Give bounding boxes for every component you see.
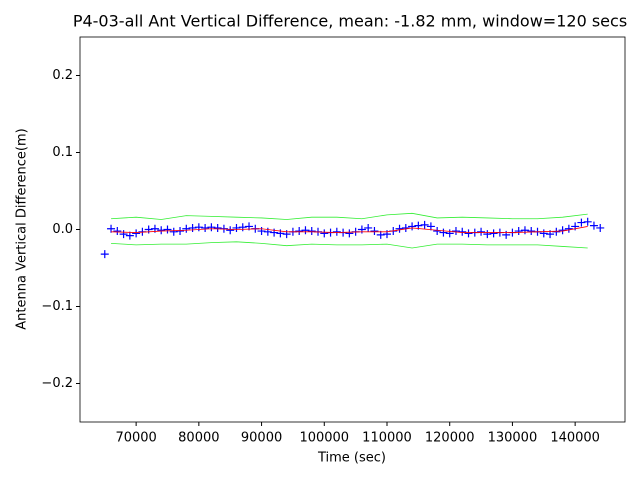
point — [113, 227, 122, 236]
point — [119, 230, 128, 239]
point — [226, 226, 235, 235]
point — [552, 227, 561, 236]
point — [176, 227, 185, 236]
x-tick-label: 80000 — [178, 431, 219, 446]
point — [132, 229, 141, 238]
y-tick-label: −0.1 — [41, 299, 73, 314]
point — [238, 223, 247, 232]
point — [213, 223, 222, 232]
point — [182, 224, 191, 233]
x-tick-label: 70000 — [115, 431, 156, 446]
point — [514, 227, 523, 236]
line — [111, 226, 588, 233]
line — [111, 212, 588, 220]
x-tick-label: 110000 — [362, 431, 412, 446]
point — [307, 227, 316, 236]
line — [111, 241, 588, 249]
point — [520, 226, 529, 235]
point — [589, 221, 598, 230]
point — [370, 227, 379, 236]
point — [332, 227, 341, 236]
chart-title: P4-03-all Ant Vertical Difference, mean:… — [73, 12, 627, 31]
point — [596, 223, 605, 232]
point — [163, 225, 172, 234]
point — [564, 224, 573, 233]
point — [464, 229, 473, 238]
point — [426, 222, 435, 231]
point — [232, 223, 241, 232]
y-tick-label: 0.2 — [52, 68, 73, 83]
point — [364, 223, 373, 232]
point — [207, 223, 216, 232]
point — [458, 227, 467, 236]
point — [100, 250, 109, 259]
point — [408, 222, 417, 231]
point — [583, 217, 592, 226]
point — [188, 223, 197, 232]
point — [395, 224, 404, 233]
x-tick-label: 100000 — [299, 431, 349, 446]
point — [451, 227, 460, 236]
x-tick-label: 120000 — [425, 431, 475, 446]
point — [439, 228, 448, 237]
point — [157, 226, 166, 235]
point — [420, 220, 429, 229]
point — [201, 223, 210, 232]
y-tick-label: 0.0 — [52, 222, 73, 237]
point — [489, 229, 498, 238]
point — [539, 229, 548, 238]
point — [477, 227, 486, 236]
y-tick-label: −0.2 — [41, 376, 73, 391]
point — [483, 230, 492, 239]
point — [345, 229, 354, 238]
point — [295, 227, 304, 236]
point — [107, 224, 116, 233]
point — [433, 227, 442, 236]
point — [527, 227, 536, 236]
point — [445, 229, 454, 238]
x-tick-label: 130000 — [488, 431, 538, 446]
point — [301, 226, 310, 235]
point — [125, 231, 134, 240]
y-axis-label: Antenna Vertical Difference(m) — [15, 128, 30, 329]
x-axis-label: Time (sec) — [317, 451, 386, 466]
y-tick-label: 0.1 — [52, 145, 73, 160]
plot-frame — [79, 36, 626, 423]
point — [320, 229, 329, 238]
point — [169, 227, 178, 236]
x-tick-label: 140000 — [550, 431, 600, 446]
point — [376, 230, 385, 239]
point — [401, 223, 410, 232]
point — [577, 218, 586, 227]
x-tick-label: 90000 — [241, 431, 282, 446]
